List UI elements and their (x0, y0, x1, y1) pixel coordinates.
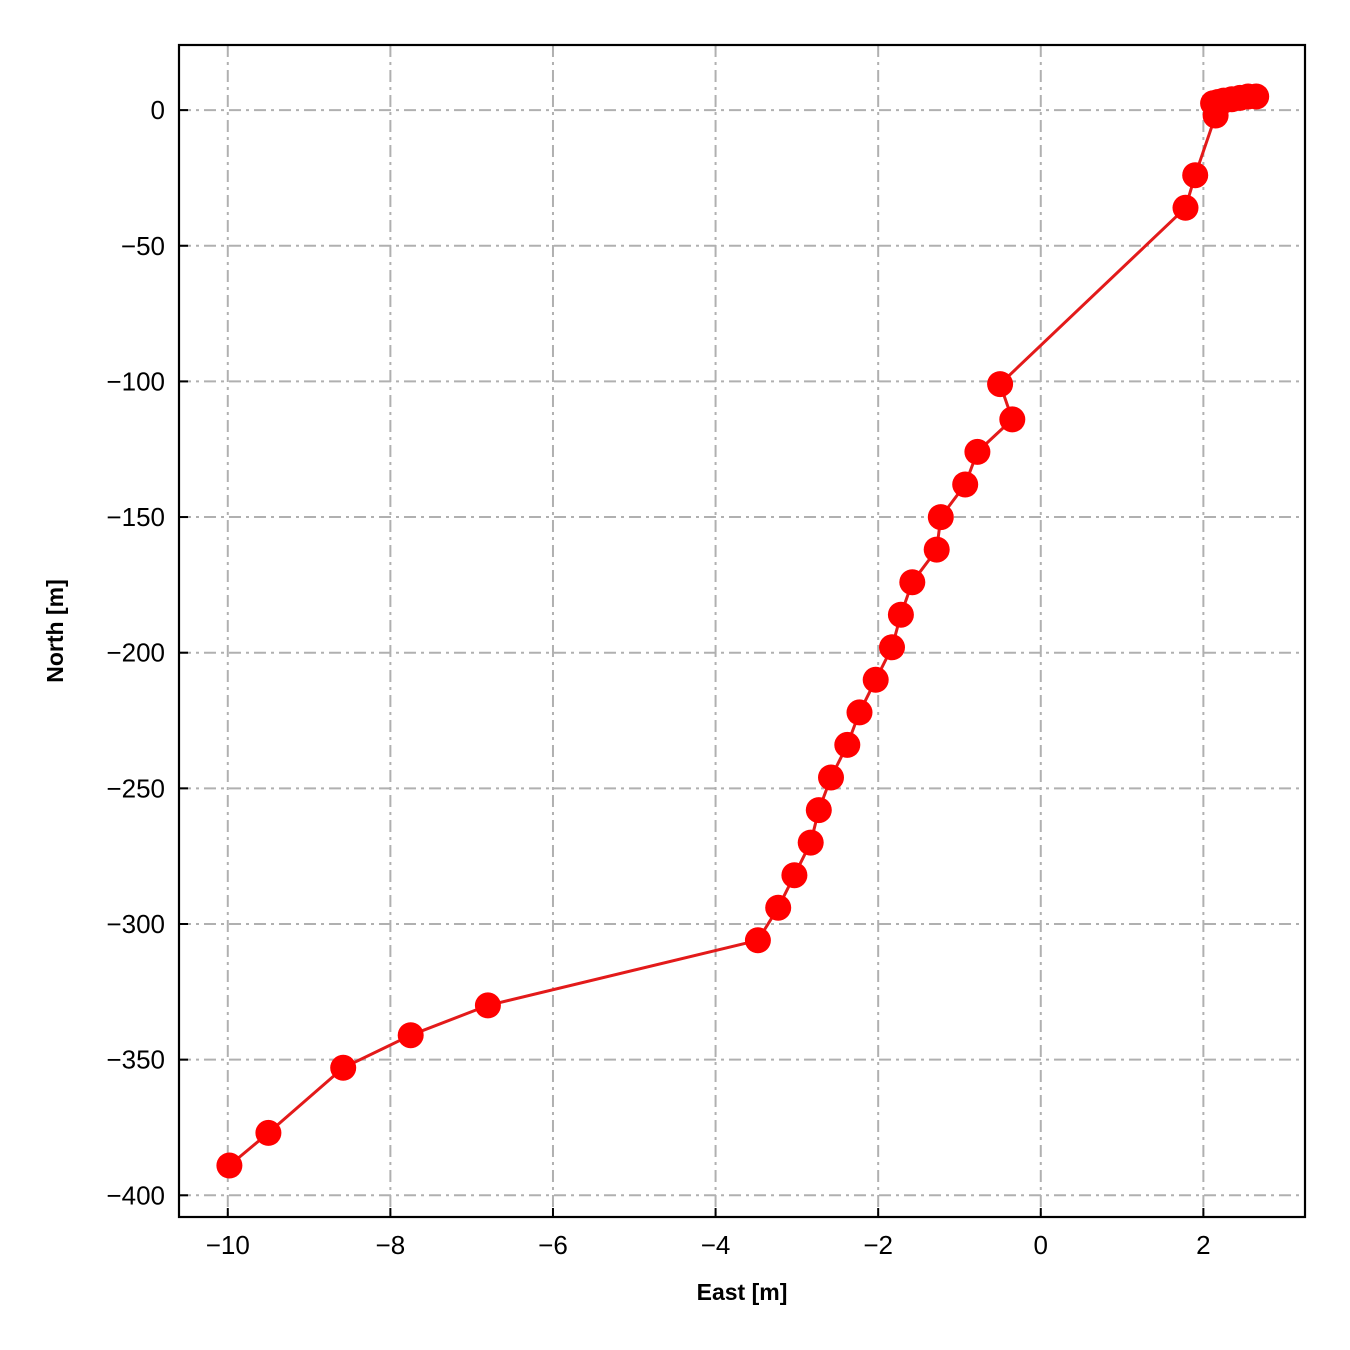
data-point (952, 471, 979, 498)
data-point (1172, 194, 1199, 221)
data-point (846, 699, 873, 726)
plot-frame (177, 43, 1307, 1219)
data-point (744, 927, 771, 954)
y-tick-label: −150 (106, 502, 165, 532)
ticks: −10 −8 −6 −4 −2 0 2 0 −50 −100 −150 −200 −250 −300 −35… (106, 95, 1210, 1260)
y-tick-label: −200 (106, 638, 165, 668)
y-tick-label: −400 (106, 1180, 165, 1210)
x-tick-label: −4 (701, 1230, 731, 1260)
y-tick-label: −50 (121, 231, 165, 261)
data-point (797, 829, 824, 856)
x-tick-label: 2 (1196, 1230, 1210, 1260)
data-point (818, 764, 844, 791)
data-point (397, 1022, 424, 1049)
x-tick-label: −10 (206, 1230, 250, 1260)
data-point (474, 992, 501, 1019)
y-tick-label: −350 (106, 1045, 165, 1075)
grid (179, 45, 1305, 1217)
data-point (923, 536, 950, 563)
data-point (834, 731, 861, 758)
data-point (216, 1152, 243, 1179)
x-tick-label: −2 (863, 1230, 893, 1260)
x-tick-label: −8 (376, 1230, 406, 1260)
data-point (964, 438, 991, 465)
data-point (987, 371, 1014, 398)
y-axis-label: North [m] (42, 579, 68, 682)
series-layer (228, 95, 1257, 1167)
y-tick-label: 0 (151, 95, 165, 125)
data-point (862, 666, 889, 693)
data-point (1182, 162, 1209, 189)
y-tick-label: −100 (106, 366, 165, 396)
data-point (879, 634, 905, 661)
points-layer (216, 83, 1270, 1179)
data-point (899, 569, 926, 596)
data-point (887, 601, 914, 628)
x-axis-label: East [m] (697, 1279, 788, 1305)
data-point (781, 862, 808, 889)
data-point (1202, 102, 1229, 129)
y-tick-label: −300 (106, 909, 165, 939)
data-point (805, 797, 832, 824)
y-tick-label: −250 (106, 773, 165, 803)
series-line (228, 95, 1257, 1167)
data-point (927, 504, 954, 531)
x-tick-label: 0 (1034, 1230, 1048, 1260)
data-point (999, 406, 1026, 433)
data-point (330, 1054, 357, 1081)
x-tick-label: −6 (538, 1230, 568, 1260)
data-point (765, 894, 792, 921)
data-point (255, 1119, 282, 1146)
